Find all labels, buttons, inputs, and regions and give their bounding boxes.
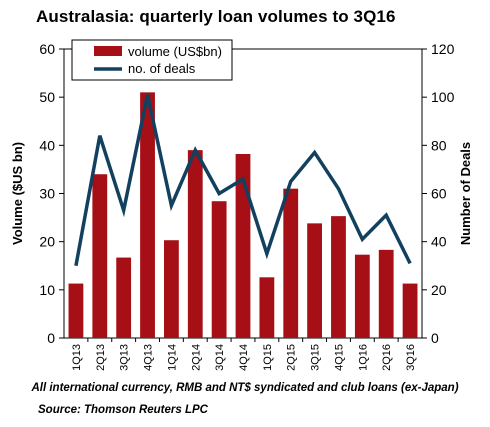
x-tick-label: 2Q15 xyxy=(286,344,298,371)
y-tick-label: 10 xyxy=(39,282,55,298)
legend-label-volume: volume (US$bn) xyxy=(128,44,222,59)
deals-line xyxy=(74,94,412,267)
y2-tick-label: 100 xyxy=(431,89,455,105)
x-tick-label: 1Q14 xyxy=(166,344,178,371)
y-tick-label: 60 xyxy=(39,41,55,57)
chart-title: Australasia: quarterly loan volumes to 3… xyxy=(36,7,396,26)
x-tick-label: 4Q14 xyxy=(238,344,250,371)
y2-tick-label: 20 xyxy=(431,282,447,298)
x-tick-label: 1Q16 xyxy=(357,344,369,371)
bar xyxy=(307,223,322,338)
x-tick-label: 3Q13 xyxy=(119,344,131,371)
y2-tick-label: 80 xyxy=(431,137,447,153)
y2-tick-label: 60 xyxy=(431,186,447,202)
y2-tick-label: 40 xyxy=(431,234,447,250)
y-tick-label: 0 xyxy=(47,330,55,346)
x-tick-label: 2Q13 xyxy=(95,344,107,371)
chart-caption: All international currency, RMB and NT$ … xyxy=(31,382,459,394)
legend-bar-swatch xyxy=(94,46,122,56)
y-axis-title: Volume ($US bn) xyxy=(10,142,25,245)
y2-tick-label: 0 xyxy=(431,330,439,346)
y-tick-label: 50 xyxy=(39,89,55,105)
bar xyxy=(187,150,203,338)
y-tick-label: 30 xyxy=(39,186,55,202)
bar xyxy=(164,240,179,338)
bar xyxy=(259,277,275,338)
x-tick-label: 3Q14 xyxy=(214,344,226,371)
bar xyxy=(92,174,108,338)
x-tick-label: 1Q13 xyxy=(71,344,83,371)
y2-axis-title: Number of Deals xyxy=(458,142,473,245)
y-tick-label: 40 xyxy=(39,137,55,153)
x-tick-label: 4Q15 xyxy=(333,344,345,371)
chart-source: Source: Thomson Reuters LPC xyxy=(38,404,208,416)
chart-plot: 0 10 20 30 40 50 60 0 20 40 60 80 100 120 Volume ($US … xyxy=(10,39,473,371)
bar xyxy=(68,283,84,338)
x-tick-label: 3Q16 xyxy=(405,344,417,371)
bar xyxy=(116,257,132,338)
bar xyxy=(402,283,418,338)
legend-label-deals: no. of deals xyxy=(128,61,196,76)
x-tick-label: 2Q14 xyxy=(190,344,202,371)
bar xyxy=(378,249,394,338)
y2-tick-label: 120 xyxy=(431,41,455,57)
x-tick-label: 4Q13 xyxy=(143,344,155,371)
bar xyxy=(354,254,370,338)
y-tick-label: 20 xyxy=(39,234,55,250)
x-tick-label: 1Q15 xyxy=(262,344,274,371)
x-tick-label: 2Q16 xyxy=(381,344,393,371)
bar xyxy=(331,216,346,338)
bar xyxy=(140,92,155,338)
bar xyxy=(211,201,227,338)
bar xyxy=(235,154,251,338)
bar xyxy=(283,188,299,338)
x-tick-label: 3Q15 xyxy=(310,344,322,371)
